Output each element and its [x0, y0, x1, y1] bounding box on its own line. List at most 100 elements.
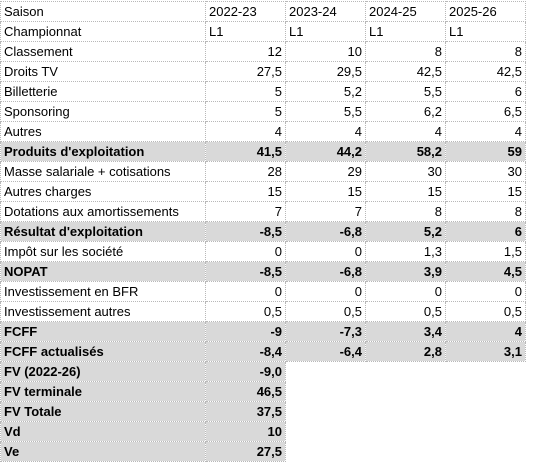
cell-value: 27,5 — [205, 61, 286, 82]
cell-value: 28 — [205, 161, 286, 182]
header-label: Saison — [0, 1, 206, 22]
cell-value: 10 — [285, 41, 366, 62]
data-row: Billetterie 5 5,2 5,5 6 — [0, 81, 526, 102]
cell-value: 0 — [205, 241, 286, 262]
cell-value: 0 — [285, 281, 366, 302]
empty-cell — [286, 402, 366, 422]
cell-value: 4 — [445, 121, 526, 142]
cell-value: -8,5 — [205, 221, 286, 242]
row-label: NOPAT — [0, 261, 206, 282]
cell-value: 41,5 — [205, 141, 286, 162]
season-header: 2025-26 — [445, 1, 526, 22]
cell-value: 42,5 — [445, 61, 526, 82]
cell-value: 15 — [285, 181, 366, 202]
empty-cell — [446, 422, 526, 442]
cell-value: L1 — [285, 21, 366, 42]
cell-value: 5,5 — [365, 81, 446, 102]
data-row: Classement 12 10 8 8 — [0, 41, 526, 62]
cell-value: -9 — [205, 321, 286, 342]
cell-value: 6 — [445, 221, 526, 242]
cell-value: 5 — [205, 101, 286, 122]
cell-value: 5,5 — [285, 101, 366, 122]
cell-value: 15 — [205, 181, 286, 202]
row-label: Investissement autres — [0, 301, 206, 322]
cell-value: 44,2 — [285, 141, 366, 162]
row-label: FV terminale — [0, 381, 206, 402]
cell-value: 58,2 — [365, 141, 446, 162]
total-row: FCFF actualisés -8,4 -6,4 2,8 3,1 — [0, 341, 526, 362]
row-label: Championnat — [0, 21, 206, 42]
cell-value: 30 — [445, 161, 526, 182]
cell-value: 4 — [365, 121, 446, 142]
row-label: FCFF actualisés — [0, 341, 206, 362]
cell-value: -8,5 — [205, 261, 286, 282]
cell-value: 42,5 — [365, 61, 446, 82]
cell-value: 0,5 — [285, 301, 366, 322]
data-row: Autres charges 15 15 15 15 — [0, 181, 526, 202]
empty-cell — [366, 422, 446, 442]
row-label: FV (2022-26) — [0, 361, 206, 382]
row-label: Droits TV — [0, 61, 206, 82]
cell-value: 8 — [445, 41, 526, 62]
row-label: Sponsoring — [0, 101, 206, 122]
data-row: Autres 4 4 4 4 — [0, 121, 526, 142]
cell-value: 0,5 — [205, 301, 286, 322]
empty-cell — [286, 422, 366, 442]
cell-value: 30 — [365, 161, 446, 182]
cell-value: 7 — [205, 201, 286, 222]
cell-value: 15 — [445, 181, 526, 202]
cell-value: 15 — [365, 181, 446, 202]
row-label: FV Totale — [0, 401, 206, 422]
row-label: Impôt sur les société — [0, 241, 206, 262]
cell-value: -9,0 — [205, 361, 286, 382]
header-row: Saison 2022-23 2023-24 2024-25 2025-26 — [0, 1, 526, 22]
data-row: Masse salariale + cotisations 28 29 30 30 — [0, 161, 526, 182]
cell-value: 4 — [285, 121, 366, 142]
cell-value: 46,5 — [205, 381, 286, 402]
row-label: Billetterie — [0, 81, 206, 102]
total-row: Résultat d'exploitation -8,5 -6,8 5,2 6 — [0, 221, 526, 242]
data-row: Impôt sur les société 0 0 1,3 1,5 — [0, 241, 526, 262]
empty-cell — [286, 362, 366, 382]
cell-value: 0 — [205, 281, 286, 302]
cell-value: -8,4 — [205, 341, 286, 362]
cell-value: L1 — [445, 21, 526, 42]
row-label: FCFF — [0, 321, 206, 342]
cell-value: 6,5 — [445, 101, 526, 122]
cell-value: 4 — [445, 321, 526, 342]
cell-value: 0 — [445, 281, 526, 302]
season-header: 2022-23 — [205, 1, 286, 22]
cell-value: 59 — [445, 141, 526, 162]
cell-value: 5 — [205, 81, 286, 102]
row-label: Vd — [0, 421, 206, 442]
row-label: Masse salariale + cotisations — [0, 161, 206, 182]
cell-value: 5,2 — [365, 221, 446, 242]
cell-value: 8 — [365, 41, 446, 62]
cell-value: 0 — [285, 241, 366, 262]
empty-cell — [446, 442, 526, 462]
cell-value: 1,5 — [445, 241, 526, 262]
cell-value: 12 — [205, 41, 286, 62]
cell-value: 0,5 — [445, 301, 526, 322]
row-label: Autres — [0, 121, 206, 142]
cell-value: 4,5 — [445, 261, 526, 282]
data-row: Sponsoring 5 5,5 6,2 6,5 — [0, 101, 526, 122]
row-label: Résultat d'exploitation — [0, 221, 206, 242]
cell-value: -6,8 — [285, 261, 366, 282]
empty-cell — [366, 402, 446, 422]
total-row: Ve 27,5 — [0, 441, 526, 462]
cell-value: 0,5 — [365, 301, 446, 322]
row-label: Ve — [0, 441, 206, 462]
row-label: Classement — [0, 41, 206, 62]
cell-value: L1 — [205, 21, 286, 42]
cell-value: 29,5 — [285, 61, 366, 82]
cell-value: 10 — [205, 421, 286, 442]
empty-cell — [366, 362, 446, 382]
total-row: Produits d'exploitation 41,5 44,2 58,2 59 — [0, 141, 526, 162]
cell-value: -6,4 — [285, 341, 366, 362]
cell-value: 3,4 — [365, 321, 446, 342]
empty-cell — [446, 402, 526, 422]
row-label: Autres charges — [0, 181, 206, 202]
empty-cell — [286, 382, 366, 402]
